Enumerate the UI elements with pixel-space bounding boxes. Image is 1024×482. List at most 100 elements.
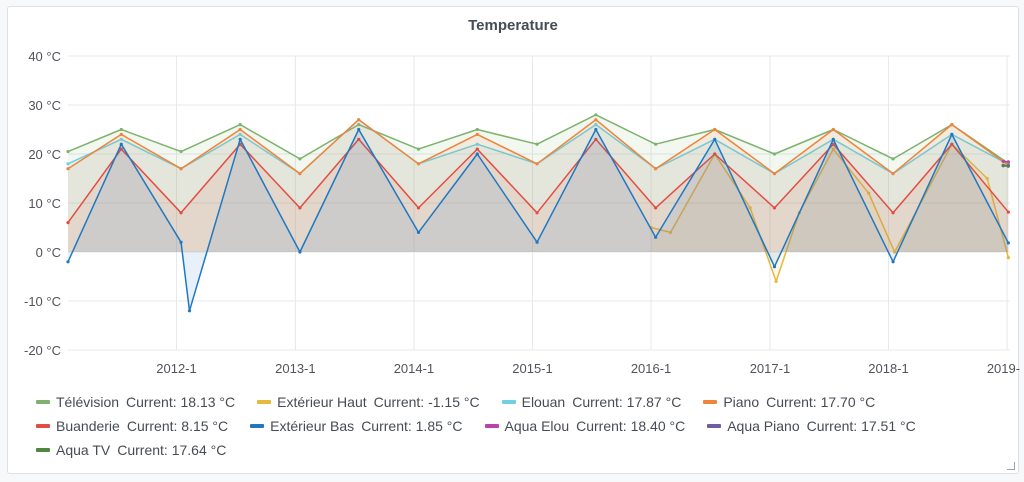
data-point-exterieur-bas [950,132,954,136]
x-tick-label: 2012-1 [156,361,196,376]
data-point-television [654,142,658,146]
data-point-exterieur-bas [891,260,895,264]
legend-item-aqua-elou[interactable]: Aqua Elou Current: 18.40 °C [484,418,686,434]
data-point-buanderie [298,206,302,210]
x-tick-label: 2017-1 [750,361,790,376]
data-point-exterieur-haut [1006,256,1010,260]
legend-current-value: Current: 1.85 °C [361,418,463,434]
legend-row: Télévision Current: 18.13 °C Extérieur H… [36,390,996,414]
panel-resize-handle[interactable] [1007,462,1015,470]
data-point-elouan [475,142,479,146]
data-point-aqua-tv [1006,163,1010,168]
legend-series-name: Extérieur Haut [277,394,367,410]
legend-item-piano[interactable]: Piano Current: 17.70 °C [703,394,875,410]
data-point-buanderie [831,142,835,146]
legend-item-buanderie[interactable]: Buanderie Current: 8.15 °C [36,418,228,434]
x-tick-label: 2019-1 [987,361,1020,376]
data-point-exterieur-haut [668,230,673,234]
data-point-television [475,127,479,132]
legend-series-name: Elouan [521,394,566,410]
series-color-swatch [707,424,722,428]
data-point-piano [535,162,539,166]
legend-series-name: Extérieur Bas [270,418,355,434]
series-color-swatch [36,448,50,452]
data-point-television [891,157,895,161]
legend-series-name: Aqua Piano [727,418,800,434]
series-color-swatch [257,400,272,404]
data-point-buanderie [891,211,895,215]
data-point-television [357,123,361,127]
data-point-television [416,147,421,151]
data-point-piano [238,127,242,132]
data-point-piano [416,162,421,166]
data-point-buanderie [1006,210,1010,214]
series-color-swatch [501,400,516,404]
data-point-television [66,149,70,154]
legend-row: Buanderie Current: 8.15 °C Extérieur Bas… [36,414,996,438]
data-point-exterieur-bas [238,137,242,141]
legend-item-exterieur-bas[interactable]: Extérieur Bas Current: 1.85 °C [250,418,463,434]
data-point-aqua-elou [1006,160,1010,164]
data-point-buanderie [475,147,479,151]
y-tick-label: 30 °C [28,98,61,113]
data-point-buanderie [416,206,421,210]
data-point-exterieur-bas [535,240,539,244]
data-point-exterieur-bas [831,137,835,141]
legend-item-exterieur-haut[interactable]: Extérieur Haut Current: -1.15 °C [257,394,480,410]
legend-current-value: Current: 18.13 °C [126,394,236,410]
data-point-aqua-elou [1001,159,1005,163]
series-area-buanderie [68,139,1009,252]
series-area-elouan [68,119,1009,252]
legend-series-name: Aqua Elou [504,418,570,434]
legend-item-aqua-piano[interactable]: Aqua Piano Current: 17.51 °C [707,418,916,434]
data-point-elouan [594,123,598,127]
data-point-television [535,142,539,146]
data-point-exterieur-bas [119,142,123,146]
data-point-exterieur-bas [713,137,717,141]
legend-current-value: Current: 17.51 °C [806,418,916,434]
x-tick-label: 2018-1 [868,361,908,376]
data-point-piano [179,167,183,171]
legend-current-value: Current: 17.70 °C [766,394,876,410]
legend-item-aqua-tv[interactable]: Aqua TV Current: 17.64 °C [36,442,226,458]
data-point-exterieur-bas [357,127,361,132]
series-color-swatch [36,424,50,428]
data-point-piano [831,127,835,132]
data-point-buanderie [772,206,777,210]
data-point-elouan [238,132,242,136]
x-tick-label: 2014-1 [394,361,434,376]
legend-item-elouan[interactable]: Elouan Current: 17.87 °C [501,394,682,410]
data-point-exterieur-bas [416,230,421,234]
data-point-exterieur-bas [179,240,183,244]
data-point-piano [357,118,361,122]
data-point-exterieur-haut [893,250,897,254]
x-tick-label: 2016-1 [631,361,671,376]
series-area-exterieur-haut [651,144,1009,282]
series-color-swatch [703,400,718,404]
data-point-buanderie [950,142,954,146]
data-point-piano [298,172,302,176]
data-point-television [594,113,598,117]
data-point-exterieur-haut [831,147,835,151]
x-tick-label: 2015-1 [512,361,552,376]
data-point-piano [772,172,777,176]
data-point-buanderie [594,137,598,141]
data-point-exterieur-haut [748,206,752,210]
legend-current-value: Current: 18.40 °C [576,418,686,434]
data-point-aqua-tv [1001,163,1005,167]
data-point-television [119,127,123,132]
data-point-buanderie [179,211,183,215]
panel-title[interactable]: Temperature [468,17,558,34]
legend-current-value: Current: 17.87 °C [572,394,682,410]
legend-current-value: Current: 8.15 °C [126,418,229,434]
legend-item-television[interactable]: Télévision Current: 18.13 °C [36,394,235,410]
legend-series-name: Aqua TV [56,442,111,458]
temperature-chart: 40 °C 30 °C 20 °C 10 °C 0 °C -10 °C -20 °C 2012… [24,49,1020,376]
legend-series-name: Télévision [56,394,120,410]
data-point-exterieur-bas [66,260,70,264]
data-point-exterieur-haut [774,279,778,283]
y-tick-label: -10 °C [24,294,61,309]
data-point-buanderie [119,147,123,151]
series-line-exterieur-bas [67,128,1010,312]
y-tick-label: 0 °C [36,245,61,260]
